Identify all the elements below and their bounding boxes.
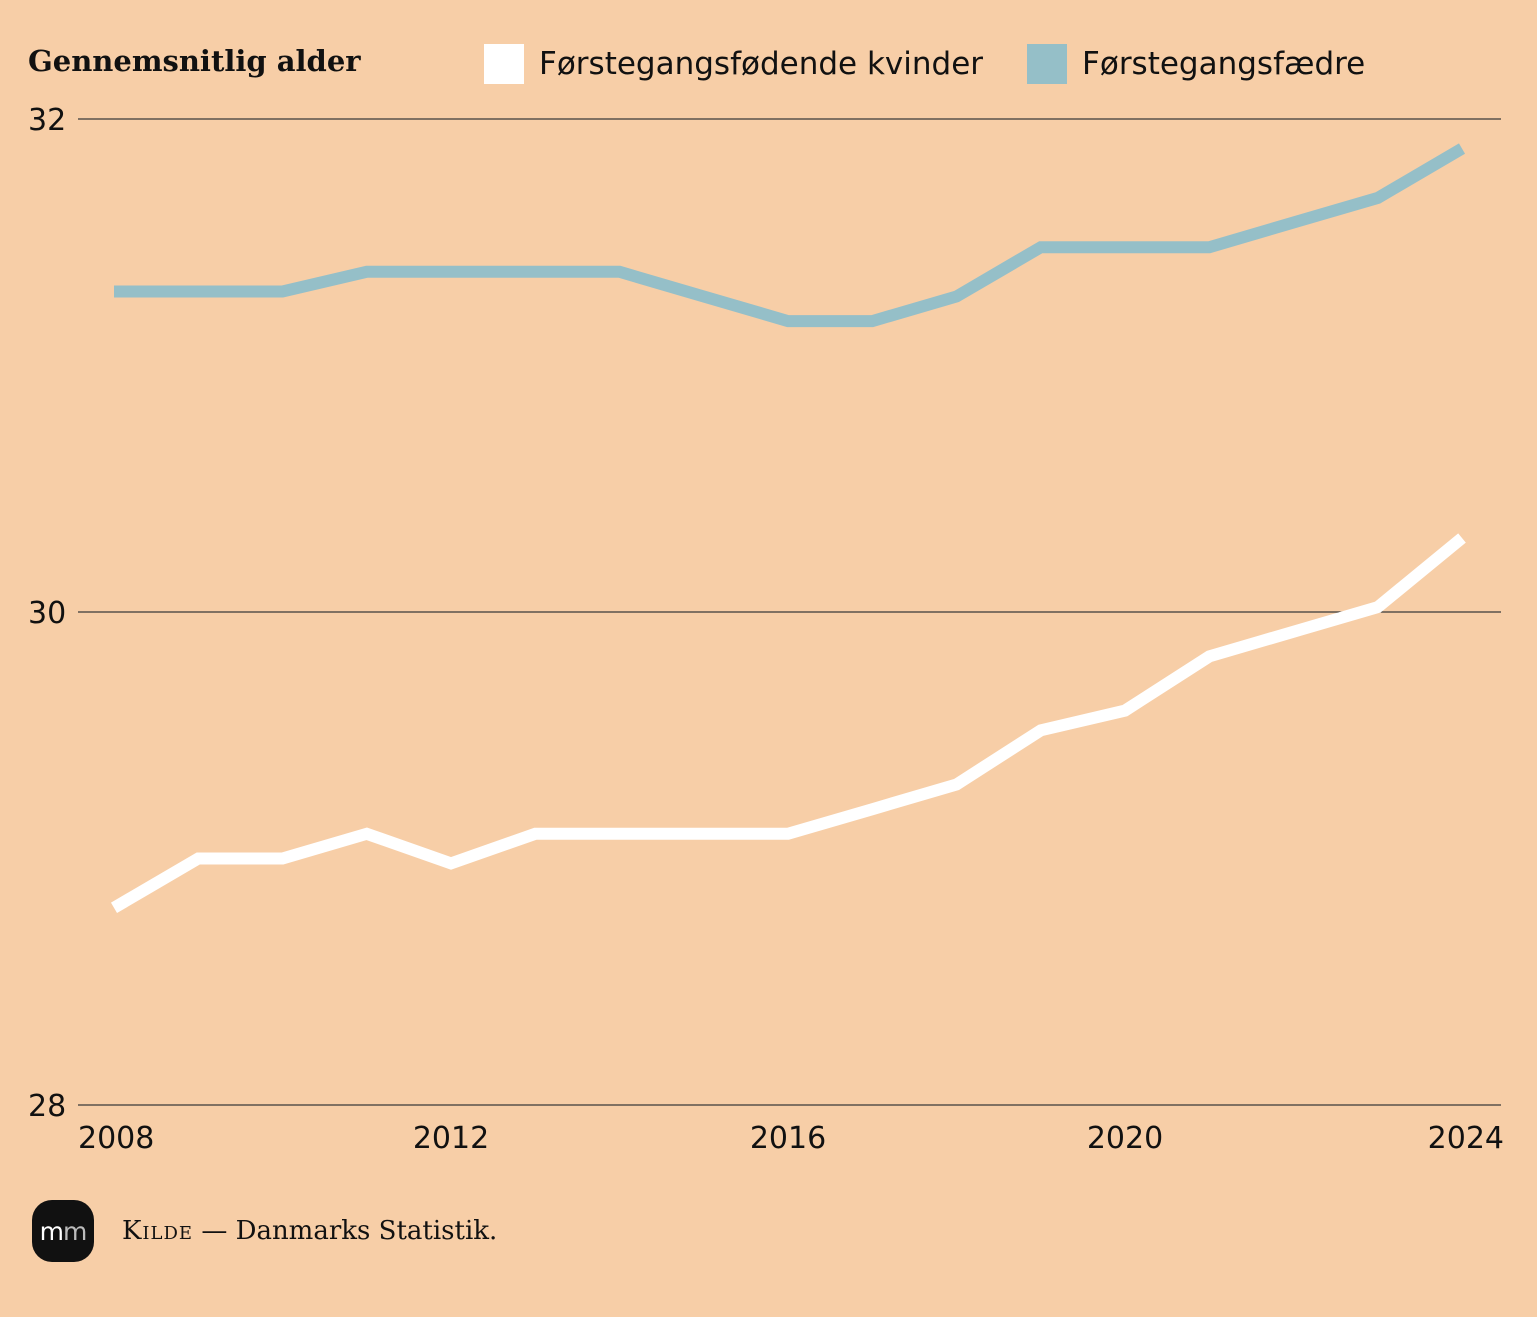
x-tick-label: 2024: [1428, 1121, 1504, 1156]
legend-swatch-faedre: [1027, 44, 1068, 84]
legend-label-kvinder: Førstegangsfødende kvinder: [539, 46, 984, 82]
source-separator: —: [193, 1216, 236, 1246]
x-axis-ticks: 2008 2012 2016 2020 2024: [78, 1121, 1504, 1156]
legend-label-faedre: Førstegangsfædre: [1082, 46, 1366, 82]
x-tick-label: 2016: [750, 1121, 826, 1156]
x-tick-label: 2020: [1087, 1121, 1163, 1156]
source-note: Kilde — Danmarks Statistik.: [122, 1216, 497, 1246]
y-tick-label: 30: [28, 596, 66, 631]
y-tick-label: 28: [28, 1089, 66, 1124]
series-lines: [110, 143, 1466, 913]
series-line-faedre: [114, 143, 1466, 328]
legend-swatch-kvinder: [484, 44, 524, 84]
y-tick-label: 32: [28, 103, 66, 138]
logo-letter-2: m: [63, 1216, 87, 1246]
source-text: Danmarks Statistik.: [235, 1216, 498, 1246]
series-line-kvinder: [110, 533, 1466, 913]
legend-item-kvinder: Førstegangsfødende kvinder: [484, 44, 983, 84]
logo-letter-1: m: [39, 1216, 64, 1246]
legend-item-faedre: Førstegangsfædre: [1027, 44, 1365, 84]
source-label: Kilde: [122, 1216, 194, 1246]
x-tick-label: 2012: [413, 1121, 489, 1156]
y-axis-ticks: 28 30 32: [28, 103, 66, 1124]
legend: Førstegangsfødende kvinder Førstegangsfæ…: [484, 44, 1409, 84]
x-tick-label: 2008: [78, 1121, 154, 1156]
gridlines: [78, 118, 1501, 1106]
y-axis-title: Gennemsnitlig alder: [28, 44, 361, 78]
